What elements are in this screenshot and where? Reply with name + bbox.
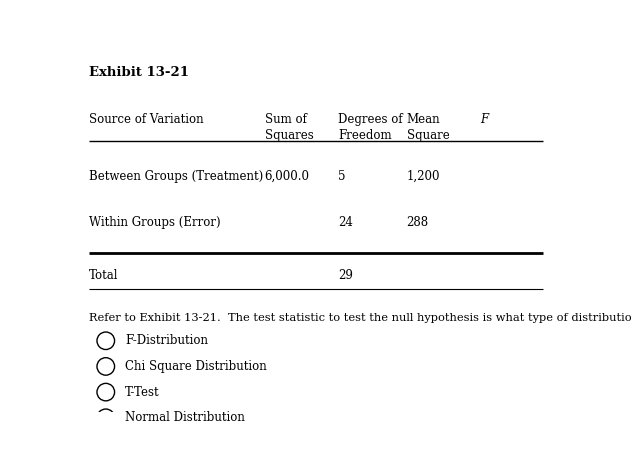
Text: Source of Variation: Source of Variation (88, 113, 203, 125)
Text: Total: Total (88, 269, 118, 282)
Text: F: F (480, 113, 488, 125)
Text: Within Groups (Error): Within Groups (Error) (88, 216, 220, 229)
Text: T-Test: T-Test (126, 386, 160, 399)
Text: 288: 288 (406, 216, 428, 229)
Text: Mean
Square: Mean Square (406, 113, 449, 142)
Text: Normal Distribution: Normal Distribution (126, 411, 245, 424)
Text: Sum of
Squares: Sum of Squares (265, 113, 314, 142)
Text: Between Groups (Treatment): Between Groups (Treatment) (88, 169, 263, 182)
Text: Degrees of
Freedom: Degrees of Freedom (338, 113, 403, 142)
Text: 1,200: 1,200 (406, 169, 440, 182)
Text: 5: 5 (338, 169, 346, 182)
Text: 24: 24 (338, 216, 353, 229)
Text: 29: 29 (338, 269, 353, 282)
Text: 6,000.0: 6,000.0 (265, 169, 310, 182)
Text: Refer to Exhibit 13-21.  The test statistic to test the null hypothesis is what : Refer to Exhibit 13-21. The test statist… (88, 312, 631, 323)
Text: Chi Square Distribution: Chi Square Distribution (126, 360, 267, 373)
Text: Exhibit 13-21: Exhibit 13-21 (88, 66, 189, 79)
Text: F-Distribution: F-Distribution (126, 334, 208, 347)
